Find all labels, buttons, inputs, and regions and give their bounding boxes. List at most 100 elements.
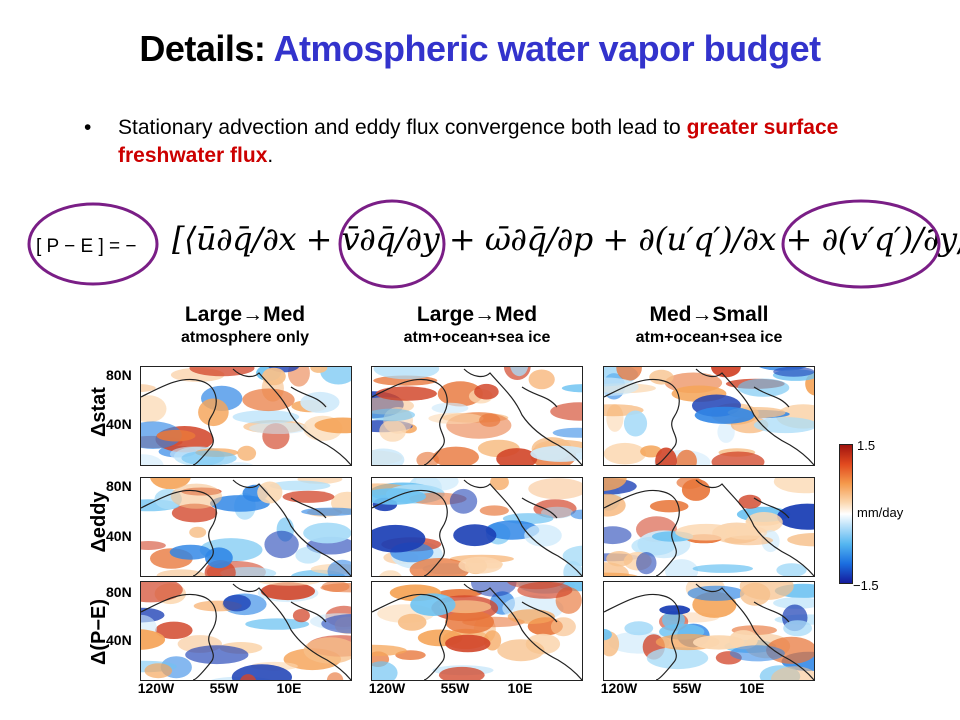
- anomaly-blob: [640, 445, 662, 458]
- anomaly-blob: [141, 541, 166, 550]
- bullet-text-before: Stationary advection and eddy flux conve…: [118, 116, 687, 139]
- lon-tick-120w: 120W: [600, 680, 638, 696]
- bullet-text: Stationary advection and eddy flux conve…: [118, 114, 858, 170]
- anomaly-blob: [155, 621, 193, 639]
- column-header-3: Med→Small atm+ocean+sea ice: [594, 303, 824, 349]
- map-panel-pe-col2: [371, 581, 583, 681]
- anomaly-blob: [295, 546, 321, 564]
- anomaly-blob: [373, 367, 440, 380]
- anomaly-blob: [665, 559, 699, 576]
- map-panel-eddy-col1: [140, 477, 352, 577]
- anomaly-blob: [561, 384, 582, 393]
- anomaly-blob: [327, 559, 351, 576]
- circle-stationary-advection: [338, 199, 446, 289]
- coastline: [372, 368, 582, 465]
- equation-highlight-circles: [27, 199, 941, 289]
- anomaly-blob: [507, 582, 565, 590]
- anomaly-blob: [550, 617, 576, 637]
- anomaly-blob: [372, 524, 426, 553]
- colorbar-unit-label: mm/day: [857, 505, 904, 520]
- anomaly-blob: [141, 395, 167, 423]
- anomaly-blob: [301, 507, 351, 516]
- anomaly-blob: [458, 556, 503, 574]
- anomaly-blob: [264, 530, 299, 559]
- anomaly-blob: [725, 525, 768, 540]
- bullet-icon: •: [84, 116, 92, 139]
- anomaly-blob: [141, 454, 164, 465]
- anomaly-blob: [624, 621, 654, 636]
- lat-tick-80n: 80N: [106, 584, 132, 600]
- lat-tick-40n: 40N: [106, 632, 132, 648]
- map-field: [372, 582, 582, 680]
- anomaly-blob: [310, 367, 328, 373]
- anomaly-blob: [737, 378, 790, 397]
- anomaly-blob: [570, 509, 582, 520]
- map-panel-eddy-col2: [371, 477, 583, 577]
- coastline: [141, 583, 351, 680]
- lat-tick-40n: 40N: [106, 528, 132, 544]
- anomaly-blob: [428, 412, 484, 424]
- anomaly-blob: [314, 417, 351, 434]
- anomaly-blob: [453, 524, 497, 547]
- anomaly-blob: [773, 367, 814, 377]
- lon-tick-10e: 10E: [276, 680, 302, 696]
- anomaly-blob: [687, 585, 745, 601]
- map-field: [372, 367, 582, 465]
- lat-tick-40n: 40N: [106, 416, 132, 432]
- anomaly-blob: [471, 582, 517, 597]
- anomaly-blob: [773, 478, 814, 494]
- anomaly-blob: [372, 408, 415, 422]
- anomaly-blob: [659, 605, 691, 615]
- anomaly-blob: [170, 483, 222, 509]
- anomaly-blob: [694, 406, 755, 424]
- anomaly-blob: [240, 674, 257, 680]
- colorbar: [839, 444, 853, 584]
- lon-tick-55w: 55W: [440, 680, 470, 696]
- slide-title: Details: Atmospheric water vapor budget: [0, 28, 960, 70]
- colorbar-min-label: −1.5: [853, 578, 879, 593]
- anomaly-blob: [141, 384, 156, 393]
- column-header-2: Large→Med atm+ocean+sea ice: [362, 303, 592, 349]
- anomaly-blob: [787, 533, 814, 547]
- anomaly-blob: [604, 377, 639, 397]
- anomaly-blob: [604, 562, 629, 576]
- lon-tick-120w: 120W: [368, 680, 406, 696]
- anomaly-blob: [232, 410, 300, 424]
- anomaly-blob: [507, 609, 555, 624]
- anomaly-blob: [205, 547, 233, 569]
- anomaly-blob: [604, 572, 638, 576]
- anomaly-blob: [604, 628, 612, 641]
- anomaly-blob: [258, 582, 320, 586]
- anomaly-blob: [616, 367, 642, 381]
- equation-rhs: [⟨ū∂q̄/∂x + v̄∂q̄/∂y + ω̄∂q̄/∂p + ∂(u′q′…: [172, 220, 960, 258]
- anomaly-blob: [717, 421, 735, 443]
- column-subtitle: atm+ocean+sea ice: [635, 329, 783, 346]
- coastline: [604, 479, 814, 576]
- anomaly-blob: [753, 417, 814, 434]
- anomaly-blob: [636, 552, 657, 575]
- map-field: [604, 478, 814, 576]
- equation-lhs: [ P − E ] = −: [36, 236, 137, 257]
- anomaly-blob: [189, 526, 207, 538]
- anomaly-blob: [479, 505, 509, 516]
- anomaly-blob: [711, 451, 765, 465]
- anomaly-blob: [156, 429, 196, 442]
- anomaly-blob: [375, 386, 437, 401]
- anomaly-blob: [777, 503, 814, 530]
- lat-tick-80n: 80N: [106, 367, 132, 383]
- anomaly-blob: [676, 449, 697, 465]
- anomaly-blob: [156, 569, 206, 576]
- anomaly-blob: [249, 422, 308, 434]
- coastline: [372, 479, 582, 576]
- anomaly-blob: [773, 597, 814, 609]
- anomaly-blob: [372, 448, 405, 465]
- anomaly-blob: [282, 490, 335, 503]
- lon-tick-10e: 10E: [507, 680, 533, 696]
- anomaly-blob: [237, 445, 257, 461]
- anomaly-blob: [379, 570, 402, 576]
- anomaly-blob: [738, 494, 762, 509]
- map-field: [141, 478, 351, 576]
- anomaly-blob: [550, 402, 582, 421]
- anomaly-blob: [623, 410, 648, 437]
- anomaly-blob: [528, 369, 555, 390]
